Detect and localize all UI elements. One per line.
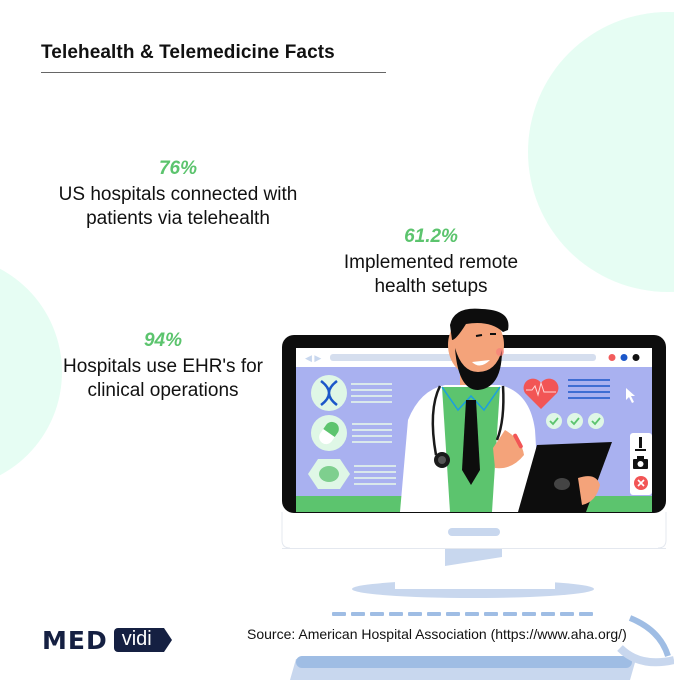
mouse: [628, 615, 671, 657]
stat-percent: 94%: [143, 330, 183, 351]
window-dot-blue: [620, 354, 628, 361]
stat-description: US hospitals connected with patients via…: [58, 184, 298, 229]
logo-med-text: MED: [42, 625, 108, 655]
logo-vidi-badge: vidi: [113, 628, 172, 652]
stat-ehr: 94% Hospitals use EHR's for clinical ope…: [30, 329, 296, 403]
camera-icon: [633, 456, 648, 469]
text-lines-left: [351, 383, 396, 485]
stat-telehealth: 76% US hospitals connected with patients…: [30, 157, 326, 231]
pill-icon: [311, 415, 347, 451]
brain-icon: [308, 459, 350, 489]
stat-percent: 76%: [158, 158, 198, 179]
window-dot-black: [632, 354, 640, 361]
medvidi-logo: MED vidi: [42, 625, 172, 655]
svg-text:◀ ▶: ◀ ▶: [305, 353, 321, 363]
window-dot-red: [608, 354, 616, 361]
close-call-icon: [634, 476, 648, 490]
page-title: Telehealth & Telemedicine Facts: [41, 42, 335, 63]
stat-remote-health: 61.2% Implemented remote health setups: [316, 225, 546, 299]
title-underline: [41, 72, 386, 73]
heart-rate-icon: [523, 378, 559, 409]
stat-description: Hospitals use EHR's for clinical operati…: [62, 356, 264, 401]
dna-icon: [311, 375, 347, 411]
text-lines-right: [568, 379, 610, 399]
check-icons: [546, 413, 604, 429]
cursor-icon: [626, 388, 635, 403]
microphone-icon: [635, 437, 646, 451]
stat-percent: 61.2%: [404, 226, 458, 247]
source-citation: Source: American Hospital Association (h…: [247, 626, 627, 642]
keyboard-base: [290, 656, 636, 680]
stat-description: Implemented remote health setups: [343, 252, 519, 297]
monitor-stand: [352, 528, 594, 598]
keyboard-keys: [332, 612, 593, 616]
doctor-figure: [400, 308, 612, 512]
